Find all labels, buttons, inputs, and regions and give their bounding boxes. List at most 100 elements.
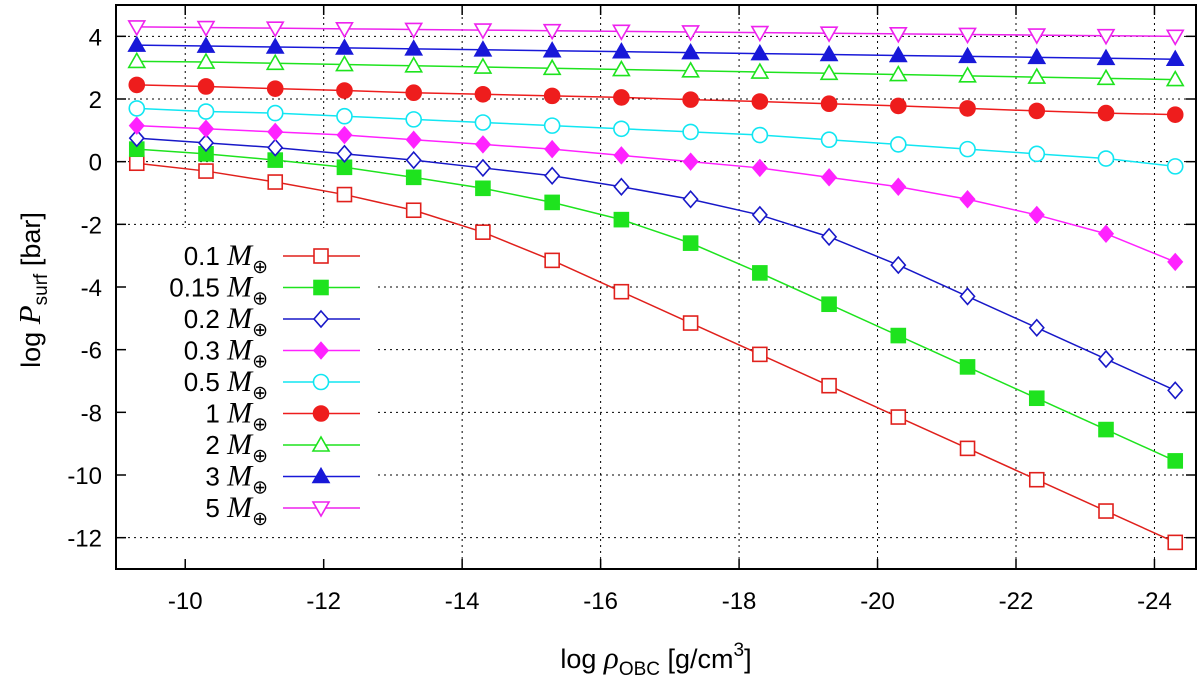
data-point <box>128 155 145 172</box>
data-point <box>1028 145 1046 163</box>
legend-marker <box>312 373 330 391</box>
y-tick-label: -12 <box>67 526 102 553</box>
data-point <box>750 62 770 79</box>
data-point <box>1028 471 1045 488</box>
legend-label: 0.3 M⊕ <box>184 334 268 373</box>
legend-label: 0.2 M⊕ <box>184 302 268 341</box>
data-point <box>612 59 631 77</box>
legend-marker <box>312 309 330 329</box>
legend-label: 0.15 M⊕ <box>169 271 268 310</box>
data-point <box>474 114 492 131</box>
data-point <box>405 150 422 170</box>
data-point <box>613 120 630 138</box>
data-point <box>542 58 562 76</box>
data-point <box>543 87 561 105</box>
data-point <box>1097 150 1115 167</box>
data-point <box>958 66 977 83</box>
data-point <box>336 144 353 164</box>
data-point <box>819 26 839 43</box>
data-point <box>544 166 561 185</box>
data-point <box>197 133 215 153</box>
legend-entry-2: 2 M⊕ <box>205 428 360 467</box>
data-point <box>542 23 562 41</box>
data-point <box>1096 48 1116 66</box>
data-point <box>1165 29 1185 46</box>
data-point <box>890 327 907 344</box>
data-point <box>682 91 699 108</box>
data-point <box>405 130 422 149</box>
data-point <box>1028 390 1045 407</box>
x-tick-label: -18 <box>722 588 757 615</box>
data-point <box>959 100 976 117</box>
data-point <box>958 27 977 45</box>
series-0.15 <box>128 141 1184 469</box>
data-point <box>1097 224 1115 243</box>
series-0.5 <box>128 100 1184 175</box>
legend-marker <box>312 341 330 360</box>
data-point <box>613 89 630 106</box>
y-tick-label: 2 <box>89 87 102 114</box>
y-tick-label: -4 <box>81 275 102 302</box>
data-point <box>405 202 422 219</box>
data-point <box>405 84 422 102</box>
data-point <box>890 255 907 275</box>
data-point <box>544 139 561 159</box>
data-point <box>821 296 837 313</box>
series-line <box>136 137 1176 392</box>
data-point <box>266 104 284 122</box>
data-point <box>821 168 838 187</box>
data-point <box>267 174 284 190</box>
y-tick-label: 4 <box>89 24 102 51</box>
data-point <box>474 86 492 103</box>
data-point <box>821 377 837 394</box>
legend-entry-0.5: 0.5 M⊕ <box>184 365 360 404</box>
data-point <box>127 51 147 69</box>
data-point <box>1098 421 1114 438</box>
series-3 <box>127 35 1185 67</box>
data-point <box>752 346 768 363</box>
legend-label: 2 M⊕ <box>205 428 268 467</box>
data-point <box>1027 28 1047 45</box>
data-point <box>681 25 700 42</box>
series-0.2 <box>128 128 1184 400</box>
data-point <box>336 82 353 99</box>
data-point <box>1166 106 1184 123</box>
x-tick-label: -10 <box>168 588 203 615</box>
data-point <box>1028 318 1045 337</box>
data-point <box>336 186 353 203</box>
y-tick-label: -6 <box>81 338 102 365</box>
data-point <box>404 22 424 40</box>
data-point <box>1096 28 1116 46</box>
legend-entry-0.15: 0.15 M⊕ <box>169 271 360 310</box>
data-point <box>751 205 768 225</box>
x-tick-label: -24 <box>1137 588 1172 615</box>
legend-label: 5 M⊕ <box>205 491 268 530</box>
series-2 <box>127 51 1185 87</box>
data-point <box>473 40 493 57</box>
data-point <box>1167 453 1184 469</box>
data-point <box>752 265 768 281</box>
data-point <box>544 194 560 211</box>
data-point <box>1098 503 1114 519</box>
data-point <box>336 107 353 125</box>
legend-marker <box>311 466 331 484</box>
data-point <box>336 125 353 145</box>
x-tick-label: -22 <box>999 588 1034 615</box>
data-point <box>128 76 146 94</box>
series-0.3 <box>128 116 1184 272</box>
data-point <box>198 163 214 179</box>
series-1 <box>128 76 1184 123</box>
data-point <box>819 44 839 62</box>
legend-marker <box>311 435 331 452</box>
y-tick-label: 0 <box>89 150 102 177</box>
plot-series <box>127 20 1185 551</box>
data-point <box>265 53 285 71</box>
data-point <box>544 252 560 269</box>
legend-marker <box>313 248 329 264</box>
x-tick-label: -12 <box>306 588 341 615</box>
data-point <box>888 45 908 63</box>
y-axis-title: log Psurf [bar] <box>12 212 52 368</box>
data-point <box>613 283 630 300</box>
data-point <box>888 64 908 82</box>
data-point <box>1165 69 1185 87</box>
